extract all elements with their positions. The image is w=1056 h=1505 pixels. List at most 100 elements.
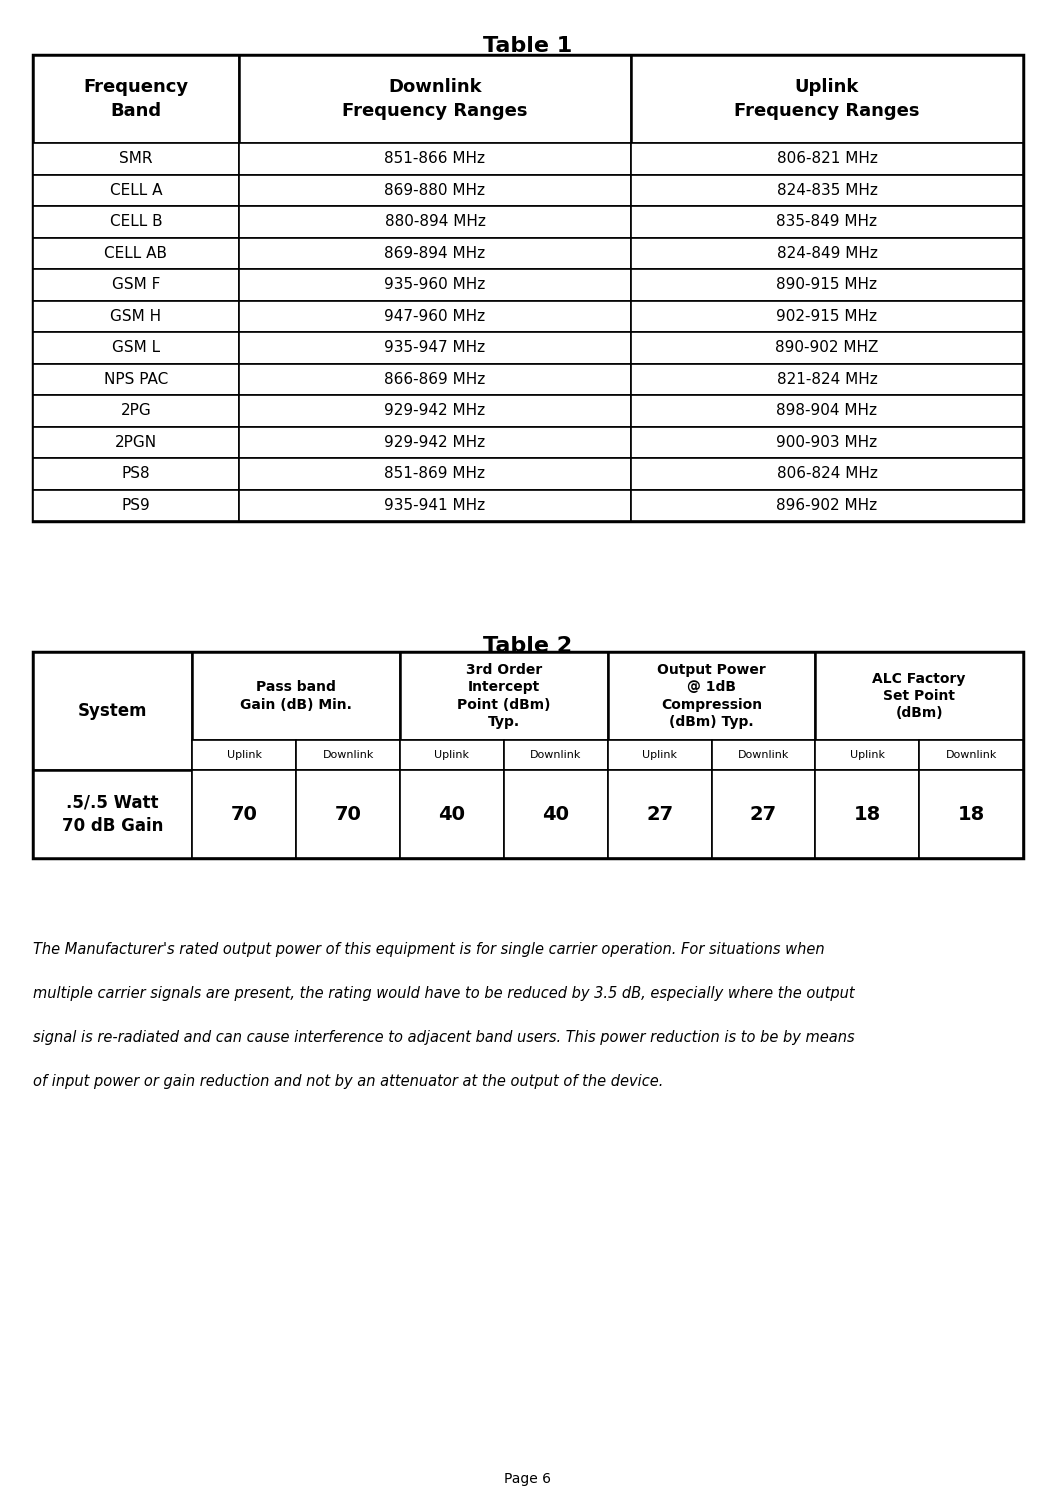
Text: 935-947 MHz: 935-947 MHz [384,340,486,355]
Bar [239,143,631,175]
Text: PS8: PS8 [121,467,150,482]
Text: GSM F: GSM F [112,277,161,292]
Bar [631,426,1023,458]
Bar [239,458,631,489]
Bar [607,740,712,771]
Text: Uplink: Uplink [227,749,262,760]
Text: 2PG: 2PG [120,403,151,418]
Bar [192,771,297,858]
Text: 70: 70 [231,805,258,823]
Bar [631,175,1023,206]
Text: 869-894 MHz: 869-894 MHz [384,245,486,260]
Text: Uplink: Uplink [642,749,677,760]
Bar [33,175,239,206]
Text: 851-869 MHz: 851-869 MHz [384,467,486,482]
Text: Downlink: Downlink [738,749,789,760]
Bar [712,771,815,858]
Text: 40: 40 [438,805,466,823]
Bar [33,652,1023,858]
Text: 896-902 MHz: 896-902 MHz [776,498,878,513]
Text: Downlink: Downlink [530,749,582,760]
Text: ALC Factory
Set Point
(dBm): ALC Factory Set Point (dBm) [872,671,966,721]
Bar [815,740,919,771]
Bar [33,426,239,458]
Text: Downlink: Downlink [945,749,997,760]
Text: PS9: PS9 [121,498,150,513]
Bar [631,206,1023,238]
Text: NPS PAC: NPS PAC [103,372,168,387]
Text: Frequency
Band: Frequency Band [83,78,189,120]
Text: 851-866 MHz: 851-866 MHz [384,150,486,166]
Bar [631,301,1023,333]
Bar [919,740,1023,771]
Bar [239,301,631,333]
Text: Downlink: Downlink [322,749,374,760]
Bar [239,394,631,426]
Text: 806-821 MHz: 806-821 MHz [776,150,878,166]
Bar [33,394,239,426]
Bar [33,458,239,489]
Text: CELL B: CELL B [110,214,163,229]
Text: 929-942 MHz: 929-942 MHz [384,403,486,418]
Text: 2PGN: 2PGN [115,435,157,450]
Bar [239,269,631,301]
Bar [607,771,712,858]
Text: 27: 27 [750,805,777,823]
Bar [239,489,631,521]
Text: Uplink
Frequency Ranges: Uplink Frequency Ranges [734,78,920,120]
Text: 70: 70 [335,805,361,823]
Text: GSM H: GSM H [111,309,162,324]
Text: 902-915 MHz: 902-915 MHz [776,309,878,324]
Bar [33,489,239,521]
Text: 821-824 MHz: 821-824 MHz [776,372,878,387]
Bar [192,740,297,771]
Bar [33,364,239,394]
Text: 929-942 MHz: 929-942 MHz [384,435,486,450]
Text: 947-960 MHz: 947-960 MHz [384,309,486,324]
Text: 824-849 MHz: 824-849 MHz [776,245,878,260]
Bar [33,771,192,858]
Bar [33,269,239,301]
Bar [239,175,631,206]
Bar [239,206,631,238]
Text: 898-904 MHz: 898-904 MHz [776,403,878,418]
Bar [712,740,815,771]
Text: SMR: SMR [119,150,153,166]
Text: 18: 18 [853,805,881,823]
Bar [631,489,1023,521]
Text: 866-869 MHz: 866-869 MHz [384,372,486,387]
Bar [33,301,239,333]
Text: signal is re-radiated and can cause interference to adjacent band users. This po: signal is re-radiated and can cause inte… [33,1029,854,1044]
Text: Output Power
@ 1dB
Compression
(dBm) Typ.: Output Power @ 1dB Compression (dBm) Typ… [657,664,766,728]
Text: 806-824 MHz: 806-824 MHz [776,467,878,482]
Bar [504,740,607,771]
Bar [239,333,631,364]
Bar [297,740,400,771]
Text: 3rd Order
Intercept
Point (dBm)
Typ.: 3rd Order Intercept Point (dBm) Typ. [457,664,550,728]
Text: The Manufacturer's rated output power of this equipment is for single carrier op: The Manufacturer's rated output power of… [33,942,825,957]
Text: 27: 27 [646,805,673,823]
Text: Page 6: Page 6 [505,1472,551,1485]
Text: Pass band
Gain (dB) Min.: Pass band Gain (dB) Min. [241,680,352,712]
Text: 869-880 MHz: 869-880 MHz [384,182,486,197]
Text: CELL AB: CELL AB [105,245,168,260]
Bar [33,333,239,364]
Bar [33,652,192,771]
Text: 890-902 MHZ: 890-902 MHZ [775,340,879,355]
Bar [239,56,631,143]
Bar [631,56,1023,143]
Text: of input power or gain reduction and not by an attenuator at the output of the d: of input power or gain reduction and not… [33,1075,663,1090]
Text: Downlink
Frequency Ranges: Downlink Frequency Ranges [342,78,528,120]
Bar [631,394,1023,426]
Bar [400,652,607,740]
Bar [297,771,400,858]
Bar [815,771,919,858]
Text: Uplink: Uplink [850,749,885,760]
Text: Table 2: Table 2 [484,637,572,656]
Bar [239,426,631,458]
Text: 835-849 MHz: 835-849 MHz [776,214,878,229]
Bar [33,143,239,175]
Bar [239,364,631,394]
Bar [239,238,631,269]
Bar [631,333,1023,364]
